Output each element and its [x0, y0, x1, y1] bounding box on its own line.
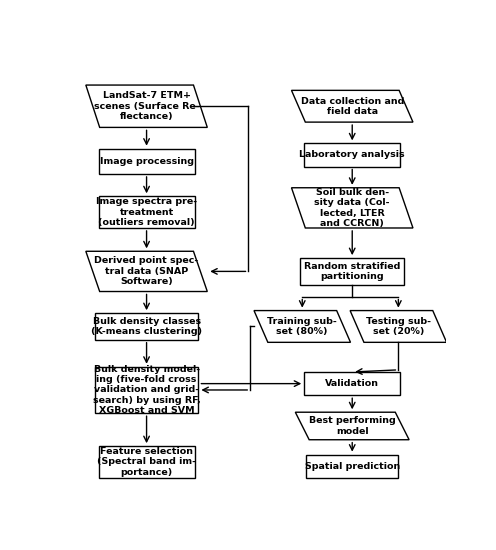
FancyBboxPatch shape — [306, 454, 398, 478]
FancyBboxPatch shape — [99, 196, 194, 228]
Polygon shape — [295, 412, 409, 440]
Polygon shape — [350, 311, 446, 342]
Text: Training sub-
set (80%): Training sub- set (80%) — [267, 317, 337, 336]
Text: Image spectra pre-
treatment
(outliers removal): Image spectra pre- treatment (outliers r… — [96, 197, 197, 227]
FancyBboxPatch shape — [99, 446, 194, 478]
Text: LandSat-7 ETM+
scenes (Surface Re-
flectance): LandSat-7 ETM+ scenes (Surface Re- flect… — [94, 91, 199, 121]
Text: Soil bulk den-
sity data (Col-
lected, LTER
and CCRCN): Soil bulk den- sity data (Col- lected, L… — [314, 188, 390, 228]
FancyBboxPatch shape — [95, 367, 198, 413]
Polygon shape — [292, 188, 413, 228]
Text: Validation: Validation — [325, 379, 379, 388]
Polygon shape — [86, 251, 207, 292]
Text: Feature selection
(Spectral band im-
portance): Feature selection (Spectral band im- por… — [97, 447, 196, 477]
Polygon shape — [292, 90, 413, 122]
Text: Data collection and
field data: Data collection and field data — [301, 97, 404, 116]
FancyBboxPatch shape — [99, 148, 194, 174]
Text: Derived point spec-
tral data (SNAP
Software): Derived point spec- tral data (SNAP Soft… — [94, 256, 199, 287]
Text: Best performing
model: Best performing model — [309, 416, 396, 436]
Text: Laboratory analysis: Laboratory analysis — [300, 151, 405, 160]
FancyBboxPatch shape — [304, 372, 400, 395]
Text: Bulk density classes
(K-means clustering): Bulk density classes (K-means clustering… — [91, 317, 202, 336]
FancyBboxPatch shape — [95, 313, 198, 340]
Text: Testing sub-
set (20%): Testing sub- set (20%) — [366, 317, 431, 336]
Text: Random stratified
partitioning: Random stratified partitioning — [304, 262, 400, 281]
Polygon shape — [254, 311, 351, 342]
Text: Image processing: Image processing — [100, 157, 193, 166]
FancyBboxPatch shape — [304, 144, 400, 167]
Text: Bulk density model-
ing (five-fold cross
validation and grid-
search) by using R: Bulk density model- ing (five-fold cross… — [93, 365, 200, 415]
Text: Spatial prediction: Spatial prediction — [305, 461, 400, 471]
FancyBboxPatch shape — [301, 258, 404, 285]
Polygon shape — [86, 85, 207, 128]
